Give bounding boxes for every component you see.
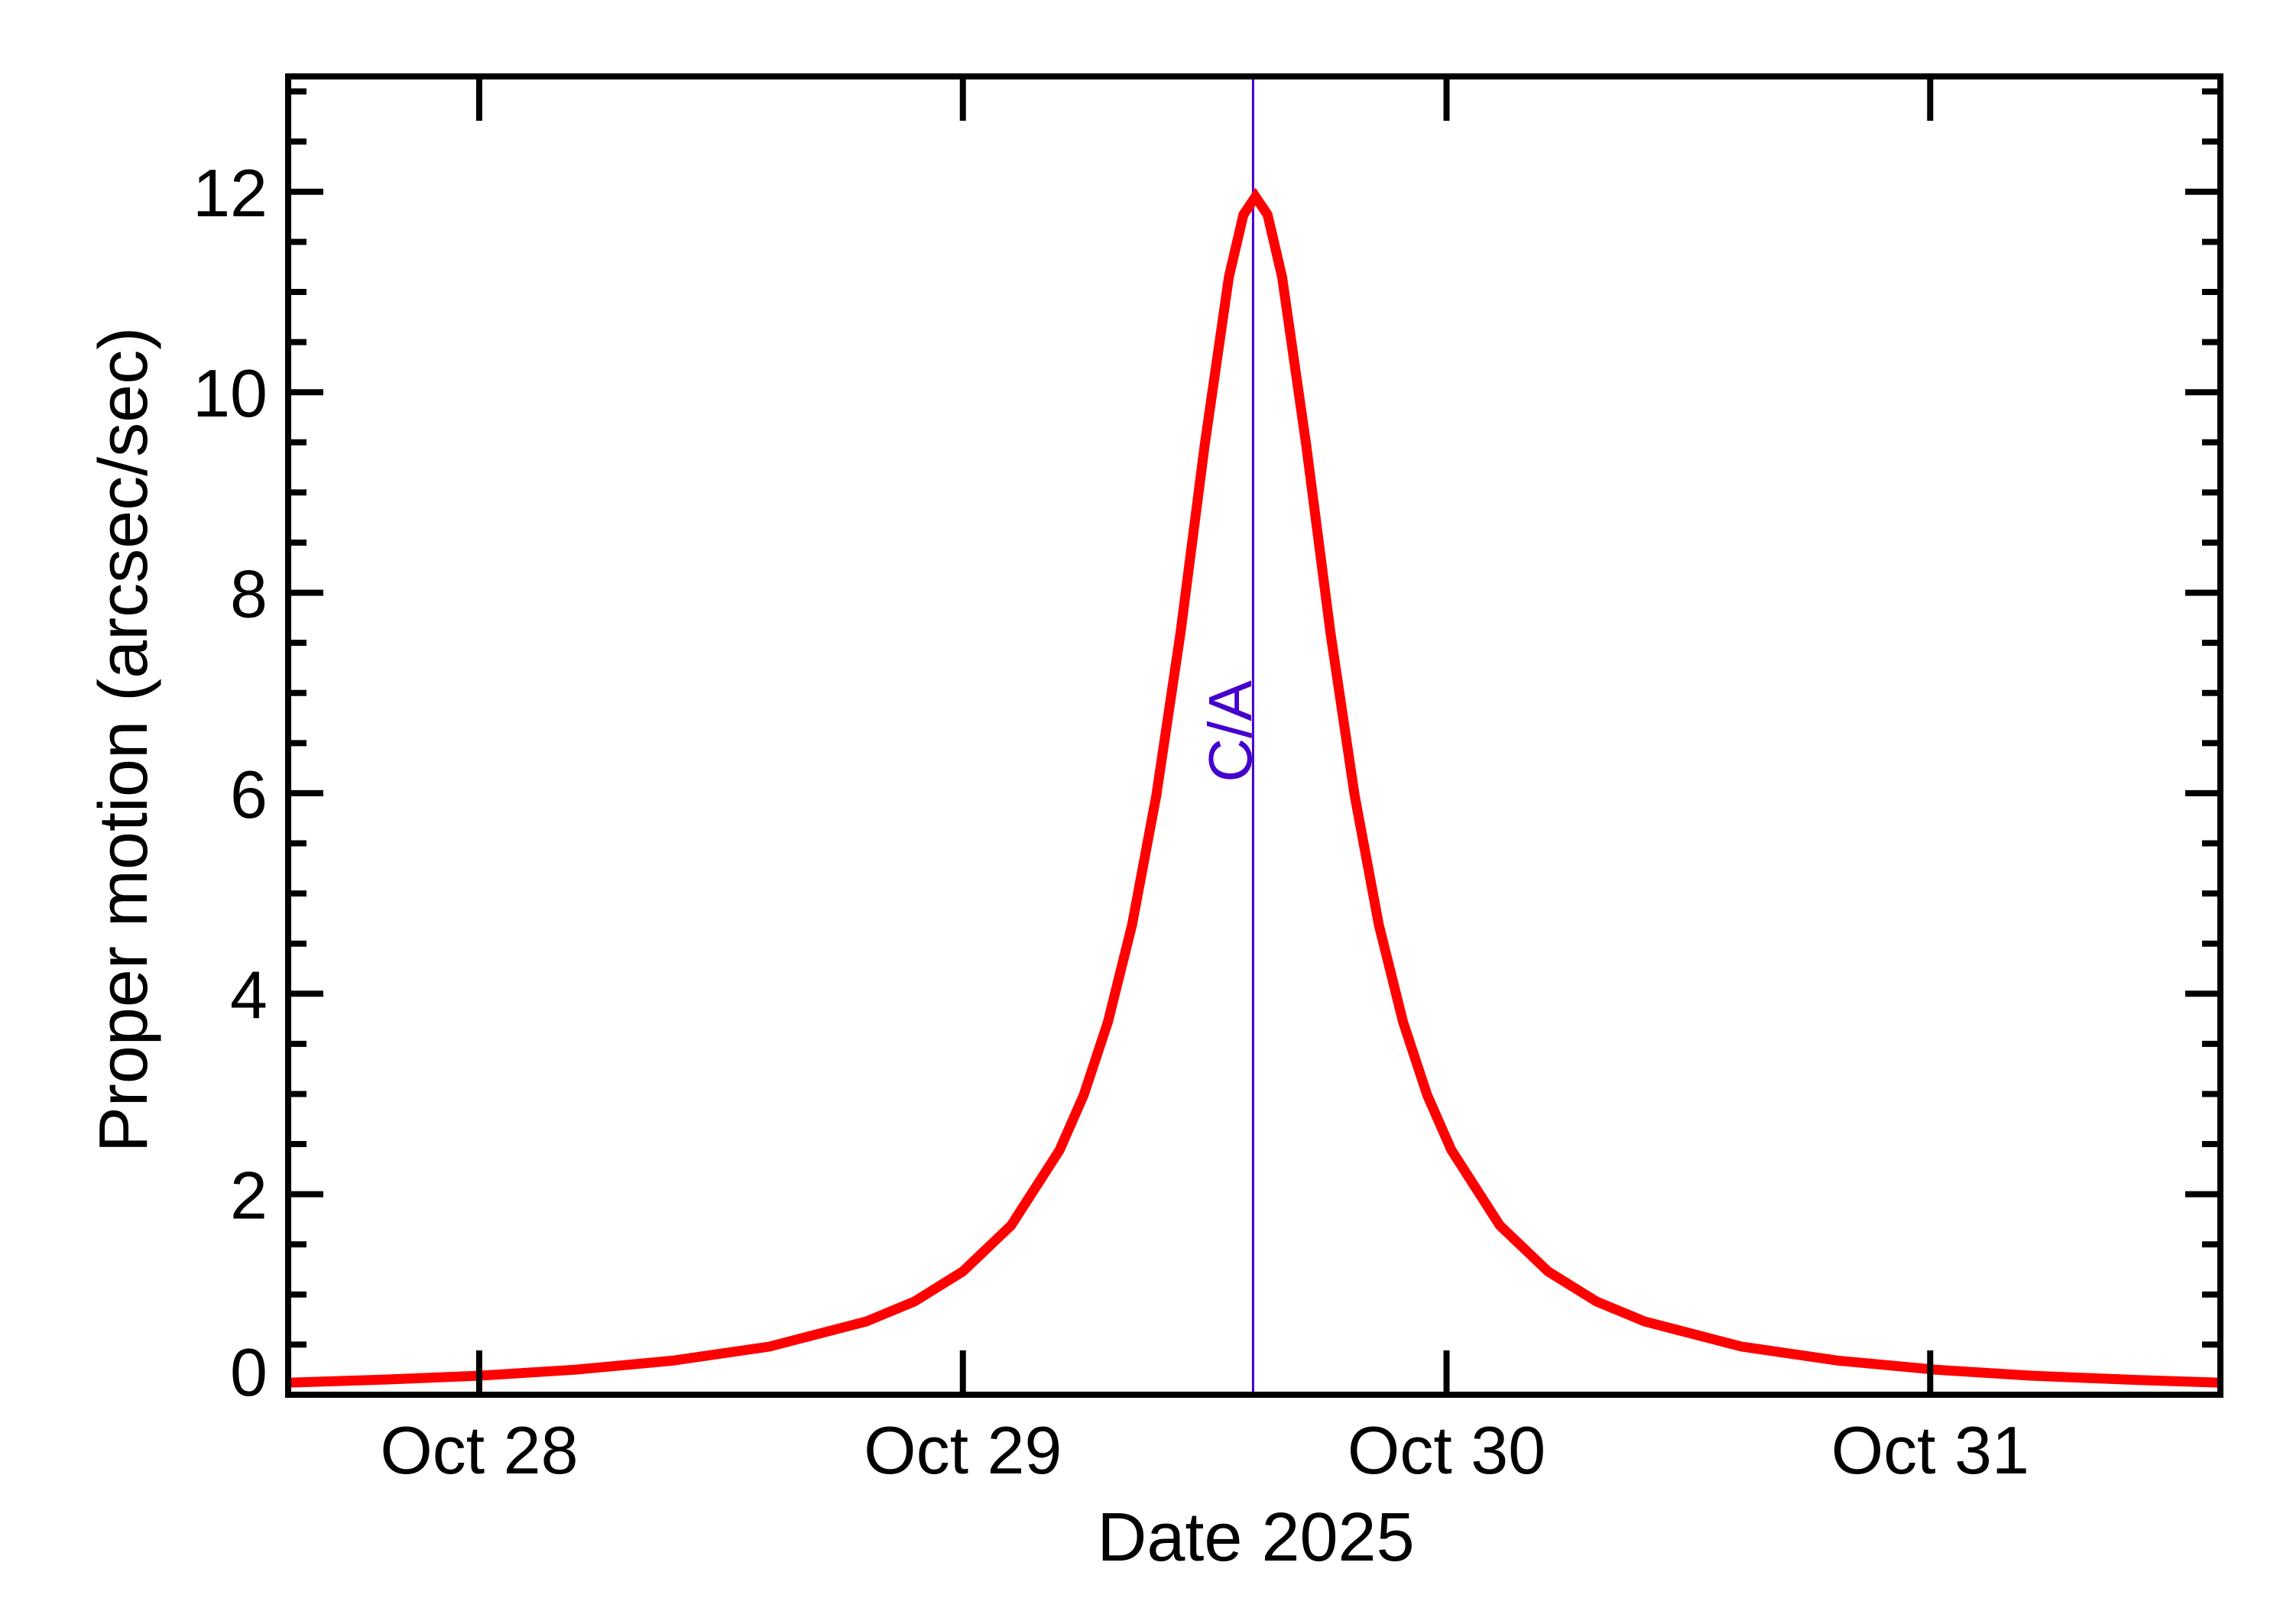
y-tick-label: 0 xyxy=(230,1334,268,1410)
proper-motion-curve xyxy=(287,187,2221,1388)
x-tick-label: Oct 30 xyxy=(1348,1412,1545,1488)
y-axis-tick-labels: 0 2 4 6 8 10 12 xyxy=(193,155,268,1410)
plot-frame xyxy=(285,73,2223,1398)
y-tick-label: 2 xyxy=(230,1158,268,1233)
x-tick-label: Oct 29 xyxy=(864,1412,1062,1488)
closest-approach-marker: C/A xyxy=(1196,76,1264,1395)
y-tick-label: 6 xyxy=(230,757,268,832)
y-tick-label: 8 xyxy=(230,556,268,632)
x-tick-label: Oct 31 xyxy=(1831,1412,2029,1488)
y-axis-title: Proper motion (arcsec/sec) xyxy=(86,327,162,1152)
x-tick-label: Oct 28 xyxy=(380,1412,578,1488)
y-tick-label: 10 xyxy=(193,355,268,431)
x-axis-tick-labels: Oct 28 Oct 29 Oct 30 Oct 31 xyxy=(380,1412,2029,1488)
y-tick-label: 4 xyxy=(230,957,268,1032)
closest-approach-label: C/A xyxy=(1196,680,1264,783)
y-tick-label: 12 xyxy=(193,155,268,231)
x-axis-title: Date 2025 xyxy=(1097,1499,1414,1576)
axis-ticks xyxy=(288,76,2220,1395)
